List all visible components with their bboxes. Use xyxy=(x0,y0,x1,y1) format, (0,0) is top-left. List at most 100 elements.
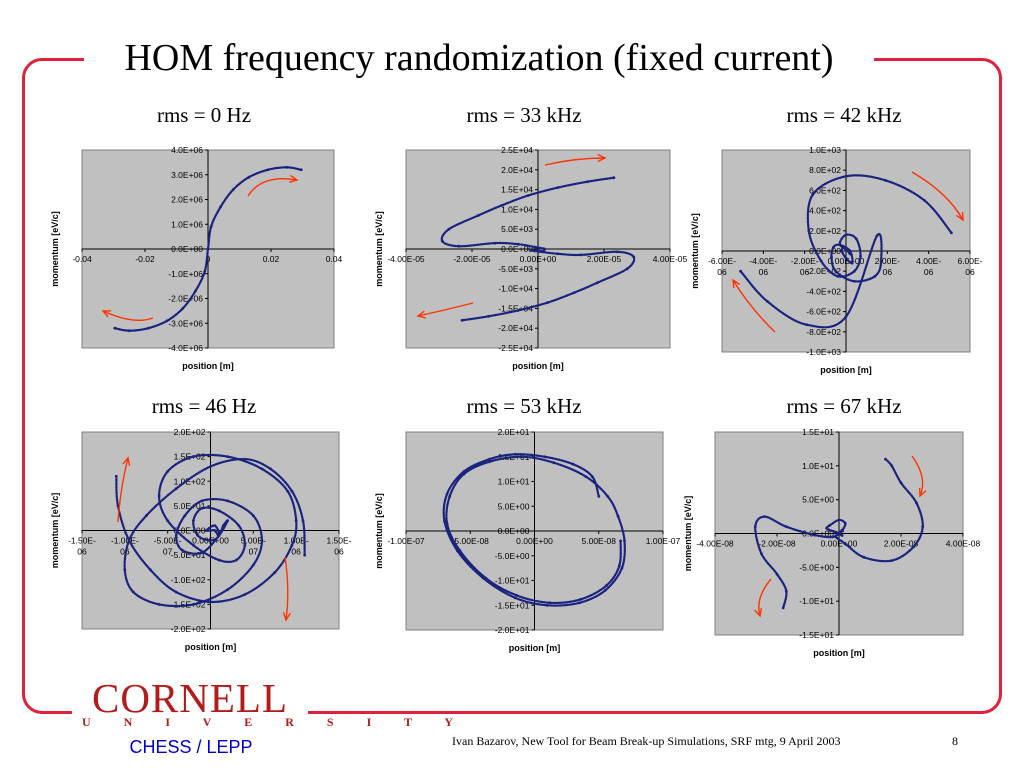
data-point xyxy=(584,475,588,478)
data-point xyxy=(884,457,887,461)
phase-space-chart-rms-33khz: 2.5E+04 2.0E+04 1.5E+04 1.0E+04 5.0E+03 0.0E+… xyxy=(374,145,688,371)
data-point xyxy=(269,467,272,471)
direction-arrow xyxy=(416,302,474,319)
direction-arrow xyxy=(544,153,607,166)
direction-arrow xyxy=(117,456,131,523)
data-point xyxy=(443,519,446,523)
data-point xyxy=(543,455,547,459)
y-tick-label: 6.0E+02 xyxy=(809,185,841,195)
x-tick-label-exponent: 06 xyxy=(965,267,975,277)
data-point xyxy=(862,555,866,559)
data-point xyxy=(200,506,204,510)
data-point xyxy=(127,329,131,333)
phase-space-chart-rms-53khz: 2.0E+011.5E+011.0E+015.0E+000.0E+00-5.0E… xyxy=(374,427,681,653)
data-point xyxy=(213,529,217,532)
data-point xyxy=(456,549,459,553)
y-tick-label: 5.0E+03 xyxy=(501,224,533,234)
x-tick-label: -2.00E-05 xyxy=(453,254,491,264)
arrow-shaft xyxy=(911,455,924,497)
x-tick-label: -6.00E- xyxy=(708,256,736,266)
y-tick-label: -2.0E+04 xyxy=(498,323,533,333)
arrow-head xyxy=(416,310,426,319)
data-point xyxy=(571,462,575,466)
data-point xyxy=(123,568,127,572)
arrow-shaft xyxy=(102,310,154,321)
data-point xyxy=(226,588,230,591)
x-tick-label-exponent: 06 xyxy=(334,547,344,557)
x-tick-label: -1.00E- xyxy=(111,536,139,546)
x-tick-label: 0.00E+00 xyxy=(520,254,557,264)
x-tick-label: 0 xyxy=(206,254,211,264)
data-point xyxy=(209,600,212,604)
x-tick-label: 5.00E-08 xyxy=(582,536,617,546)
data-point xyxy=(899,481,903,485)
data-point xyxy=(251,514,255,518)
data-point xyxy=(286,489,289,493)
data-point xyxy=(843,542,847,546)
data-point xyxy=(596,281,599,285)
data-point xyxy=(619,539,622,543)
arrow-shaft xyxy=(417,302,474,317)
data-point xyxy=(775,572,779,576)
university-wordmark: U N I V E R S I T Y xyxy=(82,715,469,729)
data-point xyxy=(579,253,583,257)
x-axis-title: position [m] xyxy=(813,648,865,658)
direction-arrow xyxy=(754,578,772,618)
data-point xyxy=(763,515,766,518)
x-tick-label: -0.02 xyxy=(135,254,155,264)
x-tick-label: -5.00E-08 xyxy=(452,536,490,546)
data-point xyxy=(828,524,832,527)
x-tick-label-exponent: 06 xyxy=(77,547,87,557)
logo-mask xyxy=(72,678,308,738)
y-tick-label: 1.0E+02 xyxy=(174,476,206,486)
data-point xyxy=(481,576,485,580)
y-tick-label: -1.5E+01 xyxy=(495,600,530,610)
y-axis-title: momentum [eV/c] xyxy=(50,211,60,287)
data-point xyxy=(222,524,225,527)
y-tick-label: 2.0E+02 xyxy=(174,427,206,437)
data-point xyxy=(209,539,212,542)
data-point xyxy=(192,543,195,547)
y-tick-label: 2.0E+01 xyxy=(498,427,530,437)
data-point xyxy=(209,465,212,468)
data-point xyxy=(183,514,187,518)
y-tick-label: -1.0E+04 xyxy=(498,284,533,294)
data-point xyxy=(484,576,488,580)
data-point xyxy=(500,204,504,207)
data-point xyxy=(579,597,583,601)
arrow-shaft xyxy=(732,279,776,333)
data-point xyxy=(859,254,862,258)
y-tick-label: 3.0E+06 xyxy=(171,170,203,180)
data-point xyxy=(513,452,517,456)
arrow-head xyxy=(101,310,112,318)
data-point xyxy=(840,249,844,253)
chess-lepp-label: CHESS / LEPP xyxy=(129,737,253,757)
data-point xyxy=(290,489,294,493)
data-point xyxy=(294,519,298,523)
data-point xyxy=(213,524,217,527)
y-tick-label: -5.0E+00 xyxy=(495,551,530,561)
arrow-shaft xyxy=(544,157,606,166)
data-point xyxy=(854,237,858,241)
data-point xyxy=(606,495,610,498)
data-point xyxy=(194,289,197,293)
y-tick-label: 1.0E+03 xyxy=(809,145,841,155)
data-point xyxy=(612,176,616,180)
data-point xyxy=(487,314,490,318)
data-point xyxy=(174,534,178,537)
x-tick-label-exponent: 06 xyxy=(924,267,934,277)
y-tick-label: 5.0E+00 xyxy=(802,495,834,505)
data-point xyxy=(243,543,247,547)
x-axis-title: position [m] xyxy=(185,642,237,652)
x-axis-title: position [m] xyxy=(509,643,561,653)
x-tick-label: -4.00E- xyxy=(749,256,777,266)
title-mask xyxy=(84,30,874,86)
y-tick-label: -3.0E+06 xyxy=(168,318,203,328)
data-point xyxy=(237,524,241,527)
direction-arrow xyxy=(282,556,291,622)
data-point xyxy=(260,467,264,471)
x-tick-label: -4.00E-05 xyxy=(387,254,425,264)
plot-title-3: rms = 42 kHz xyxy=(786,103,902,127)
y-axis-title: momentum [eV/c] xyxy=(374,211,384,287)
data-point xyxy=(834,530,838,534)
